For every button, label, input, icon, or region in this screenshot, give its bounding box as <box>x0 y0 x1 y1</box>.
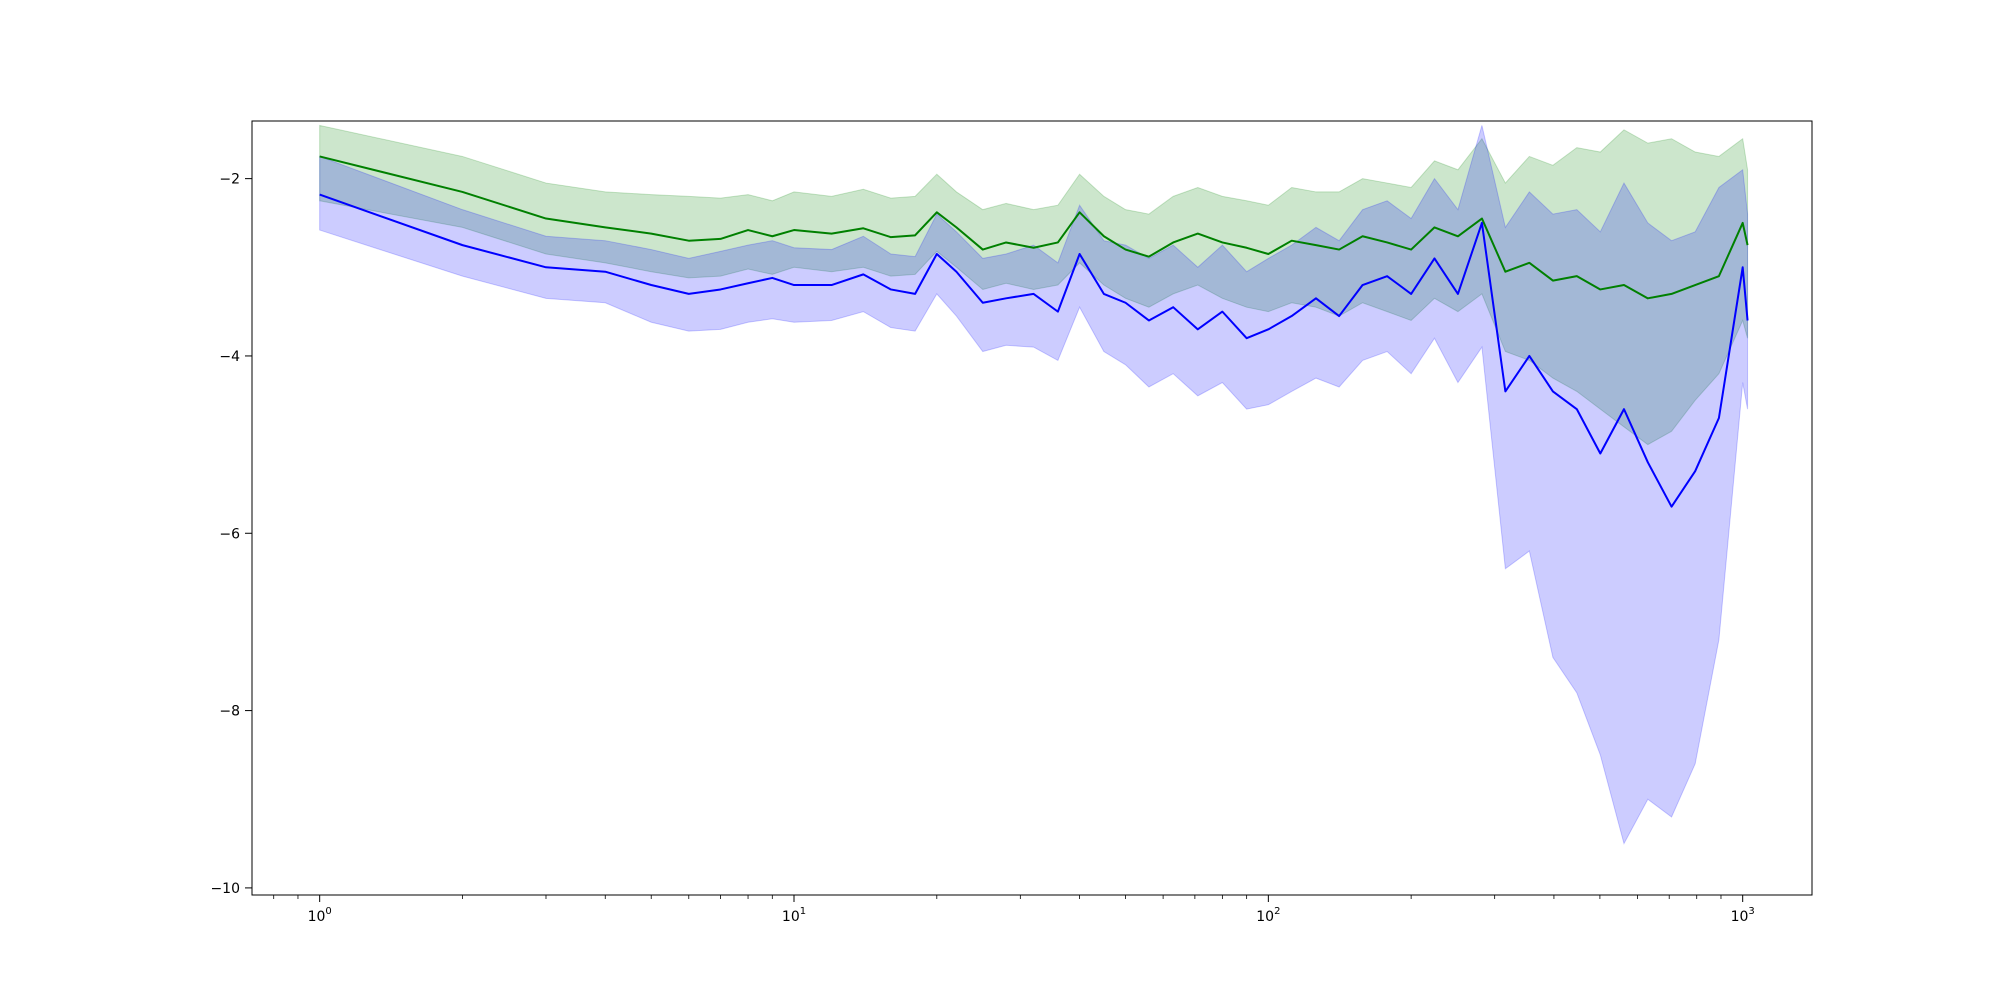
y-tick-label: −2 <box>219 172 240 188</box>
x-tick-label: 102 <box>1256 906 1280 925</box>
y-tick-label: −10 <box>210 881 240 897</box>
series-2-line <box>319 193 1749 508</box>
plot-area-frame <box>251 120 1813 896</box>
series-1-line <box>319 155 1749 300</box>
x-tick-label: 101 <box>782 906 806 925</box>
series-layer <box>319 124 1749 845</box>
y-axis: −2 −4 −6 −8 −10 <box>210 172 252 897</box>
x-tick-label: 103 <box>1731 906 1755 925</box>
y-tick-label: −8 <box>219 704 240 720</box>
y-tick-label: −6 <box>219 526 240 542</box>
x-axis: 100 101 102 103 <box>273 895 1755 925</box>
series-1-band <box>319 124 1749 446</box>
y-tick-label: −4 <box>219 349 240 365</box>
x-tick-label: 100 <box>308 906 332 925</box>
series-2-band <box>319 125 1749 845</box>
